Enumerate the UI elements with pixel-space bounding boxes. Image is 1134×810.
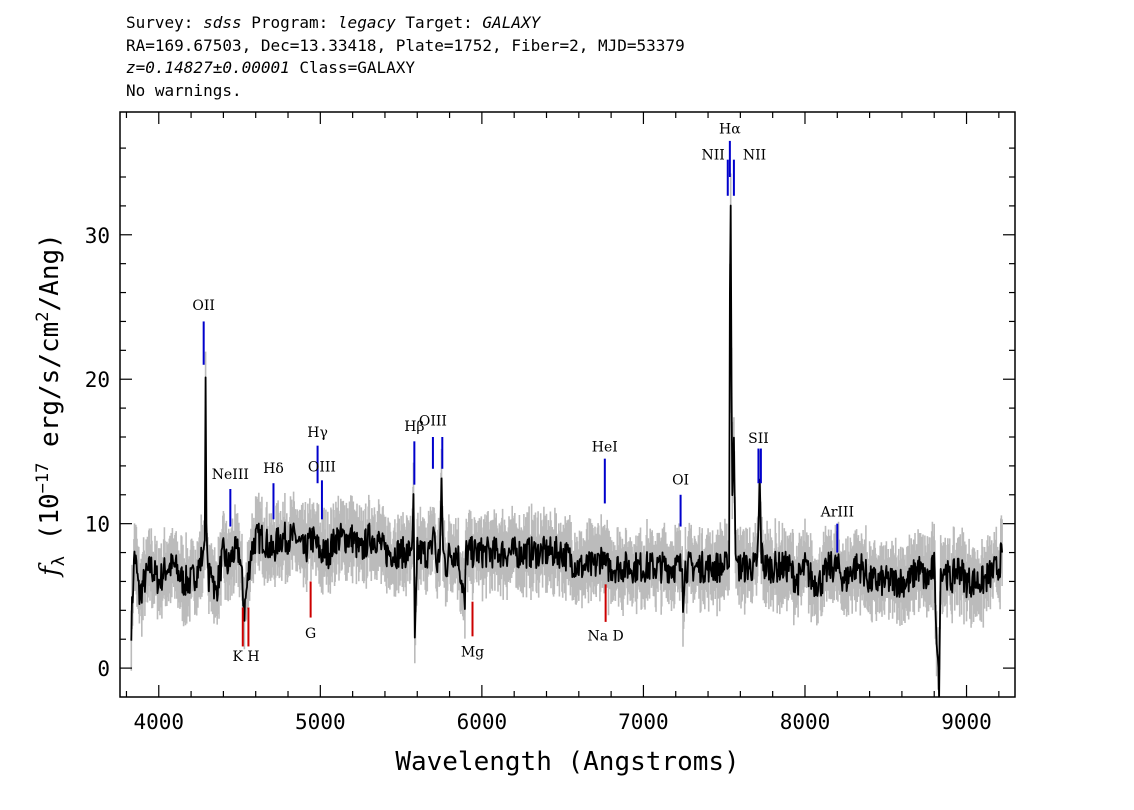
line-label-2: Hδ	[263, 461, 284, 477]
error-band	[130, 173, 1003, 697]
y-label-b: erg/s/cm	[35, 322, 65, 463]
header-line-3: z=0.14827±0.00001 Class=GALAXY	[126, 57, 685, 80]
program-label: Program:	[241, 13, 338, 32]
line-label-4: OIII	[308, 460, 336, 476]
axis-ticks: 4000 5000 6000 7000 8000 9000 0 10 20 30	[85, 112, 1015, 734]
y-label-a: (10	[35, 493, 65, 556]
header-line-2: RA=169.67503, Dec=13.33418, Plate=1752, …	[126, 35, 685, 55]
line-label-20: Mg	[461, 645, 484, 661]
x-tick-label-7000: 7000	[618, 710, 669, 734]
plot-frame	[119, 111, 1016, 698]
line-label-11: NII	[701, 148, 724, 164]
flux-layer	[130, 204, 1003, 697]
line-label-6: OIII	[419, 413, 447, 429]
x-tick-label-5000: 5000	[295, 710, 346, 734]
header-line-4: No warnings.	[126, 80, 242, 100]
y-tick-label-30: 30	[85, 224, 110, 248]
line-label-9: OI	[672, 473, 689, 489]
flux-line	[130, 204, 1003, 697]
y-label-c: /Ang)	[35, 233, 65, 311]
line-label-13: SII	[748, 431, 769, 447]
line-label-19: G	[305, 626, 316, 642]
x-tick-label-6000: 6000	[457, 710, 508, 734]
x-axis-label: Wavelength (Angstroms)	[395, 747, 739, 777]
line-label-8: HeI	[592, 439, 618, 455]
line-label-1: NeIII	[212, 467, 249, 483]
y-axis-label: fλ (10−17 erg/s/cm2/Ang)	[33, 233, 69, 578]
y-tick-label-10: 10	[85, 513, 110, 537]
line-label-15: ArIII	[820, 504, 854, 520]
y-tick-label-20: 20	[85, 368, 110, 392]
program-value: legacy	[337, 13, 396, 32]
redshift-value: z=0.14827±0.00001	[126, 58, 290, 77]
line-label-12: NII	[743, 148, 766, 164]
y-tick-label-0: 0	[97, 657, 110, 681]
line-label-10: Hα	[719, 122, 741, 138]
line-label-21: Na D	[587, 629, 623, 645]
header-line-1: Survey: sdss Program: legacy Target: GAL…	[126, 12, 685, 35]
spectrum-header: Survey: sdss Program: legacy Target: GAL…	[126, 12, 685, 102]
y-label-exp2: 2	[33, 311, 53, 321]
x-tick-label-4000: 4000	[133, 710, 184, 734]
error-band-layer	[130, 173, 1003, 697]
line-label-18: K H	[232, 649, 259, 665]
class-value: Class=GALAXY	[289, 58, 415, 77]
line-label-3: Hγ	[307, 425, 328, 441]
target-label: Target:	[395, 13, 483, 32]
line-label-5: Hβ	[404, 419, 424, 435]
x-tick-label-9000: 9000	[941, 710, 992, 734]
survey-value: sdss	[203, 13, 242, 32]
y-label-exp: −17	[33, 463, 53, 494]
survey-label: Survey:	[126, 13, 204, 32]
line-label-0: OII	[192, 298, 215, 314]
target-value: GALAXY	[482, 13, 541, 32]
x-tick-label-8000: 8000	[780, 710, 831, 734]
y-label-sub: λ	[49, 556, 69, 566]
